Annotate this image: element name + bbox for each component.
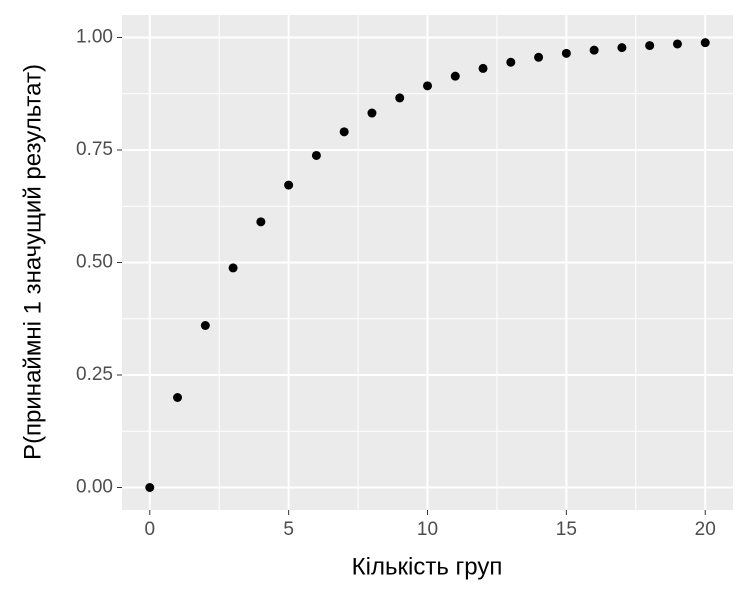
- y-tick-label: 0.25: [76, 364, 113, 385]
- point: [423, 81, 432, 91]
- point: [284, 180, 294, 190]
- y-tick-label: 0.00: [76, 477, 113, 498]
- y-tick-label: 0.75: [76, 139, 113, 160]
- point: [700, 38, 710, 48]
- x-tick-label: 15: [556, 519, 577, 540]
- point: [145, 483, 155, 492]
- point: [450, 71, 460, 81]
- x-tick-label: 10: [417, 519, 438, 540]
- x-tick-label: 20: [695, 519, 716, 540]
- point: [200, 321, 210, 330]
- point: [311, 150, 321, 160]
- point: [672, 39, 682, 49]
- point: [339, 127, 349, 137]
- point: [478, 63, 488, 73]
- point: [617, 43, 627, 53]
- point: [506, 57, 516, 67]
- point: [395, 93, 405, 103]
- point: [561, 48, 571, 58]
- point: [589, 45, 599, 55]
- y-tick-label: 0.50: [76, 252, 113, 273]
- point: [645, 41, 655, 51]
- point: [367, 108, 377, 118]
- point: [228, 263, 238, 273]
- point: [256, 217, 266, 227]
- x-tick-label: 5: [283, 519, 294, 540]
- x-axis-title: Кількість груп: [352, 553, 503, 580]
- point: [534, 52, 544, 62]
- point: [173, 393, 183, 402]
- y-tick-label: 1.00: [76, 27, 113, 48]
- y-axis-title: P(принаймні 1 значущий результат): [19, 64, 46, 460]
- x-tick-label: 0: [144, 519, 155, 540]
